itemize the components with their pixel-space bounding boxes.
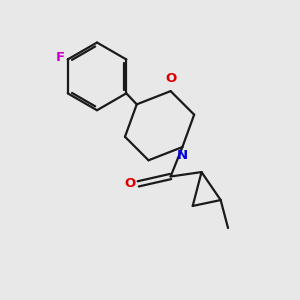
Text: N: N: [177, 148, 188, 161]
Text: O: O: [124, 177, 136, 190]
Text: F: F: [56, 52, 65, 64]
Text: O: O: [165, 72, 176, 85]
